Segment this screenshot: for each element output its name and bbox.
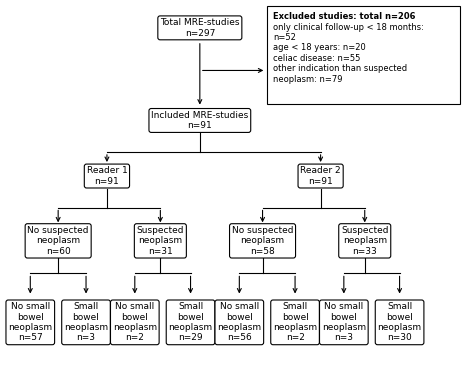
Text: Reader 2
n=91: Reader 2 n=91 — [301, 166, 341, 186]
Text: Excluded studies: total n=206: Excluded studies: total n=206 — [273, 12, 415, 21]
FancyBboxPatch shape — [267, 6, 460, 104]
Text: only clinical follow-up < 18 months:: only clinical follow-up < 18 months: — [273, 23, 424, 32]
Text: Small
bowel
neoplasm
n=2: Small bowel neoplasm n=2 — [273, 302, 317, 342]
Text: No suspected
neoplasm
n=58: No suspected neoplasm n=58 — [232, 226, 293, 256]
Text: No small
bowel
neoplasm
n=57: No small bowel neoplasm n=57 — [8, 302, 52, 342]
Text: Small
bowel
neoplasm
n=30: Small bowel neoplasm n=30 — [377, 302, 422, 342]
Text: Reader 1
n=91: Reader 1 n=91 — [87, 166, 128, 186]
Text: No small
bowel
neoplasm
n=3: No small bowel neoplasm n=3 — [322, 302, 366, 342]
Text: Suspected
neoplasm
n=33: Suspected neoplasm n=33 — [341, 226, 389, 256]
Text: Suspected
neoplasm
n=31: Suspected neoplasm n=31 — [137, 226, 184, 256]
Text: neoplasm: n=79: neoplasm: n=79 — [273, 74, 342, 84]
Text: Included MRE-studies
n=91: Included MRE-studies n=91 — [151, 111, 248, 130]
Text: No suspected
neoplasm
n=60: No suspected neoplasm n=60 — [27, 226, 89, 256]
Text: No small
bowel
neoplasm
n=56: No small bowel neoplasm n=56 — [217, 302, 261, 342]
Text: celiac disease: n=55: celiac disease: n=55 — [273, 54, 360, 63]
Text: n=52: n=52 — [273, 33, 296, 42]
Text: No small
bowel
neoplasm
n=2: No small bowel neoplasm n=2 — [113, 302, 157, 342]
Text: Total MRE-studies
n=297: Total MRE-studies n=297 — [160, 18, 239, 37]
Text: Small
bowel
neoplasm
n=29: Small bowel neoplasm n=29 — [168, 302, 213, 342]
Text: Small
bowel
neoplasm
n=3: Small bowel neoplasm n=3 — [64, 302, 108, 342]
Text: other indication than suspected: other indication than suspected — [273, 64, 407, 73]
Text: age < 18 years: n=20: age < 18 years: n=20 — [273, 43, 365, 53]
